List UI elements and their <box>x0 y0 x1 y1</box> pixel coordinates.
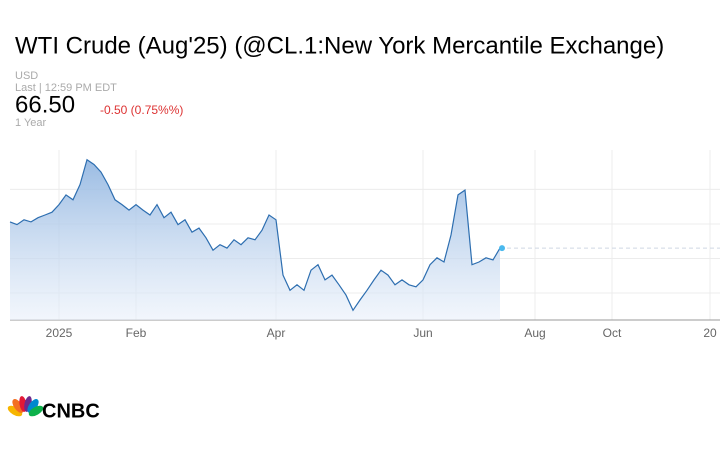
x-tick-label: Jun <box>413 326 432 340</box>
price: 66.50 <box>15 91 75 118</box>
last-time: Last | 12:59 PM EDT <box>15 82 117 94</box>
change: -0.50 (0.75%%) <box>100 103 183 117</box>
x-tick-label: Feb <box>126 326 147 340</box>
x-tick-label: Aug <box>524 326 545 340</box>
plot: 2025 Feb Apr Jun Aug Oct 20 <box>9 150 720 340</box>
logo: CNBC <box>7 396 100 422</box>
line <box>9 158 501 312</box>
x-tick-label: Apr <box>267 326 286 340</box>
chart-title: WTI Crude (Aug'25) (@CL.1:New York Merca… <box>15 32 664 59</box>
last-point <box>499 245 505 252</box>
logo-icon <box>7 396 44 417</box>
x-tick-label: Oct <box>603 326 622 340</box>
x-tick-label: 20 <box>703 326 717 340</box>
range: 1 Year <box>15 117 47 129</box>
x-tick-label: 2025 <box>46 326 73 340</box>
logo-text: CNBC <box>42 400 100 422</box>
currency: USD <box>15 70 38 82</box>
